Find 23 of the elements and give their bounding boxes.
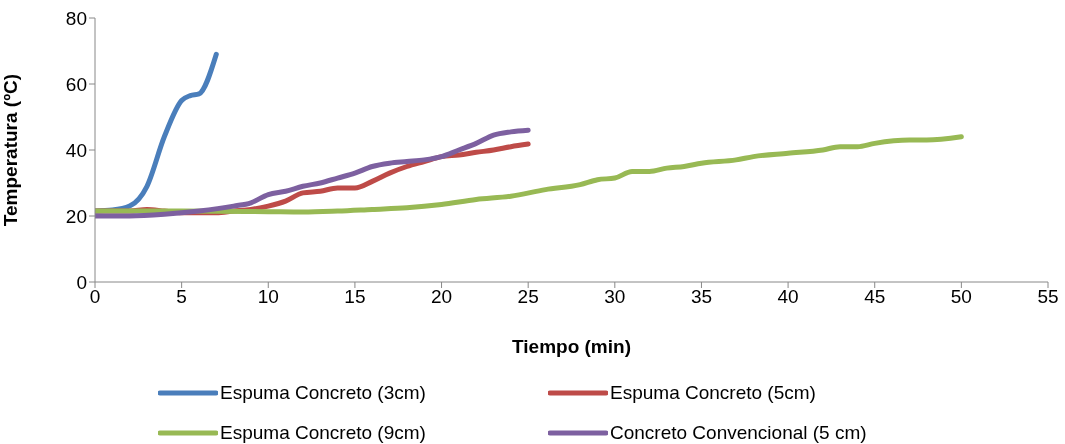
y-tick-label: 0 (76, 271, 87, 293)
x-tick-label: 10 (257, 286, 279, 308)
legend-label: Concreto Convencional (5 cm) (610, 422, 867, 444)
legend-label: Espuma Concreto (3cm) (220, 382, 426, 404)
x-tick-label: 5 (176, 286, 187, 308)
y-tick-label: 40 (65, 139, 87, 161)
x-tick-label: 35 (690, 286, 713, 308)
y-tick-label: 20 (65, 205, 87, 227)
x-tick-label: 20 (430, 286, 453, 308)
y-tick-label: 60 (65, 73, 87, 95)
y-axis-title: Temperatura (ºC) (0, 73, 21, 227)
y-tick-label: 80 (65, 7, 87, 29)
x-tick-label: 45 (864, 286, 886, 308)
x-tick-label: 40 (777, 286, 799, 308)
x-tick-label: 30 (604, 286, 626, 308)
x-tick-label: 50 (950, 286, 972, 308)
legend-label: Espuma Concreto (9cm) (220, 422, 426, 444)
x-tick-label: 55 (1037, 286, 1059, 308)
x-tick-label: 25 (517, 286, 539, 308)
x-tick-label: 15 (344, 286, 366, 308)
x-axis-title: Tiempo (min) (512, 336, 631, 358)
x-tick-label: 0 (89, 286, 101, 308)
legend-label: Espuma Concreto (5cm) (610, 382, 816, 404)
